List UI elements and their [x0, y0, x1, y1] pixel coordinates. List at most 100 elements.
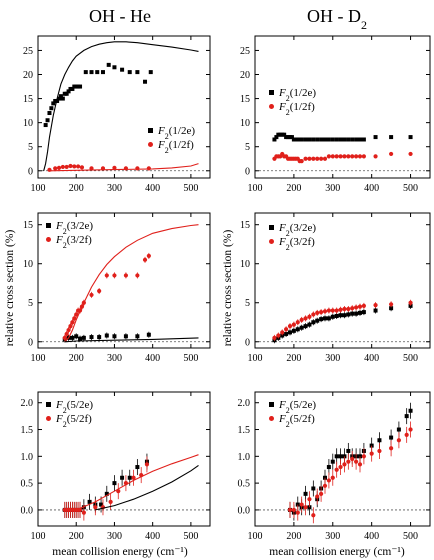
model-curve-red: [49, 163, 199, 172]
data-point-square: [291, 328, 296, 333]
data-point-square: [307, 322, 312, 327]
legend-marker: [148, 128, 153, 133]
legend-label: F2(1/2e): [157, 125, 195, 141]
data-point-square: [143, 79, 148, 84]
data-point-circle: [72, 316, 77, 321]
data-point-square: [358, 454, 362, 459]
data-point-circle: [70, 320, 75, 325]
data-point-square: [342, 137, 347, 142]
y-tick-label: 0.5: [21, 479, 34, 490]
data-point-square: [74, 334, 79, 339]
data-point-circle: [287, 324, 293, 329]
data-point-circle: [307, 156, 312, 161]
data-point-square: [49, 106, 54, 111]
data-point-circle: [74, 312, 79, 317]
data-point-circle: [284, 327, 289, 332]
y-tick-label: 5: [28, 142, 33, 153]
data-point-square: [361, 137, 366, 142]
model-curve-red: [64, 224, 199, 343]
data-point-square: [289, 135, 294, 140]
x-tick-label: 100: [31, 531, 46, 542]
plot-frame: [254, 212, 431, 349]
data-point-circle: [315, 156, 320, 161]
data-point-square: [95, 70, 100, 75]
legend-marker: [269, 104, 274, 109]
data-point-circle: [295, 320, 300, 325]
x-tick-label: 300: [107, 531, 122, 542]
data-point-circle: [276, 333, 281, 338]
data-point-square: [99, 502, 104, 507]
data-point-circle: [112, 165, 117, 170]
data-point-square: [346, 312, 351, 317]
x-tick-label: 500: [183, 531, 198, 542]
y-tick-label: 15: [240, 94, 250, 105]
data-point-circle: [287, 507, 293, 513]
legend-marker: [46, 402, 51, 407]
y-tick-label: 1.0: [238, 452, 251, 463]
data-point-circle: [322, 309, 328, 314]
data-point-circle: [342, 154, 347, 159]
data-point-circle: [338, 464, 343, 470]
y-tick-label: 10: [23, 259, 33, 270]
data-point-square: [334, 454, 339, 459]
data-point-square: [127, 475, 132, 480]
data-point-square: [389, 306, 394, 311]
data-point-circle: [369, 451, 374, 456]
legend-marker: [46, 237, 51, 242]
data-point-circle: [89, 166, 94, 171]
data-point-square: [120, 67, 125, 72]
data-point-circle: [326, 308, 331, 313]
data-point-square: [315, 137, 320, 142]
data-point-square: [104, 333, 109, 338]
model-curve-black: [95, 464, 199, 511]
data-point-square: [282, 132, 287, 137]
data-point-circle: [299, 317, 304, 323]
data-point-square: [112, 334, 117, 339]
data-point-square: [377, 438, 382, 443]
data-point-square: [303, 324, 308, 329]
data-point-square: [120, 475, 125, 480]
x-tick-label: 400: [145, 183, 160, 194]
legend-marker: [46, 223, 51, 228]
x-tick-label: 300: [325, 353, 340, 364]
data-point-circle: [299, 502, 304, 507]
data-point-square: [64, 91, 69, 96]
data-point-square: [284, 331, 289, 336]
data-point-circle: [62, 335, 67, 340]
data-point-circle: [354, 459, 359, 464]
data-point-circle: [311, 156, 316, 161]
data-point-square: [326, 316, 331, 321]
data-point-circle: [146, 166, 151, 171]
data-point-circle: [350, 306, 355, 311]
y-tick-label: 1.0: [21, 452, 34, 463]
x-tick-label: 100: [31, 183, 46, 194]
data-point-square: [89, 70, 94, 75]
data-point-circle: [319, 156, 324, 161]
model-curve-black: [64, 337, 199, 343]
data-point-square: [66, 89, 71, 94]
legend-label: F2(3/2e): [278, 222, 316, 238]
data-point-circle: [342, 462, 347, 467]
data-point-circle: [389, 151, 394, 157]
data-point-square: [299, 137, 304, 142]
data-point-circle: [408, 427, 413, 432]
data-point-square: [338, 313, 343, 318]
data-point-circle: [346, 459, 351, 464]
x-tick-label: 100: [31, 353, 46, 364]
model-curve-red: [75, 454, 199, 511]
legend-marker: [46, 416, 51, 421]
data-point-square: [338, 454, 343, 459]
x-tick-label: 400: [364, 531, 379, 542]
data-point-circle: [357, 154, 363, 159]
y-tick-label: 5: [245, 298, 250, 309]
plot-frame: [37, 212, 211, 349]
panel-he-1-2: 100 200 300 400 500 0 5 10 15 20 25 F2(1/2e)F2(1/2f…: [23, 35, 211, 194]
data-point-square: [97, 335, 102, 340]
data-point-square: [311, 137, 316, 142]
data-point-circle: [311, 312, 316, 317]
data-point-square: [369, 443, 374, 448]
data-point-circle: [404, 432, 409, 437]
data-point-circle: [319, 491, 324, 496]
legend-label: F2(1/2f): [278, 101, 315, 117]
